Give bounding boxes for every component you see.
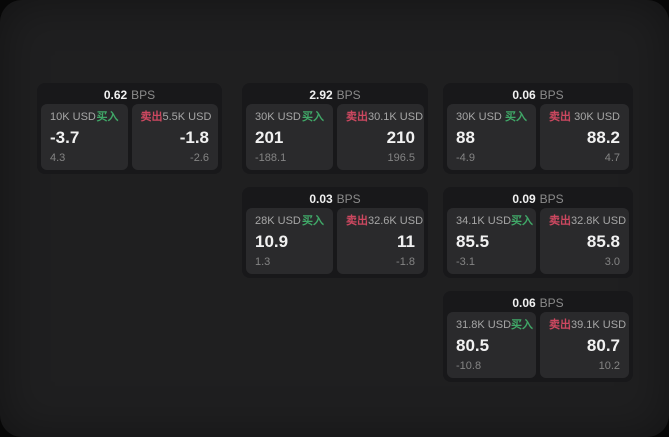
bps-value: 0.06 bbox=[512, 88, 536, 102]
buy-tile[interactable]: 28K USD 买入 10.9 1.3 bbox=[246, 208, 333, 274]
sell-tile[interactable]: 卖出 39.1K USD 80.7 10.2 bbox=[540, 312, 629, 378]
sell-label: 卖出 bbox=[549, 215, 571, 227]
bps-unit-label: BPS bbox=[539, 192, 564, 206]
buy-label: 买入 bbox=[302, 215, 324, 227]
bps-unit-label: BPS bbox=[336, 192, 361, 206]
bps-unit-label: BPS bbox=[131, 88, 156, 102]
buy-label: 买入 bbox=[511, 215, 534, 227]
sell-price: 210 bbox=[386, 128, 415, 147]
sell-amount: 32.6K USD bbox=[368, 215, 424, 227]
sell-price: 80.7 bbox=[586, 336, 620, 355]
sell-delta: 196.5 bbox=[387, 152, 415, 164]
buy-tile[interactable]: 31.8K USD 买入 80.5 -10.8 bbox=[447, 312, 536, 378]
buy-amount: 10K USD bbox=[50, 111, 96, 123]
quote-card-6: 0.06 BPS 31.8K USD 买入 80.5 -10.8 卖出 39.1… bbox=[443, 291, 633, 382]
card-header: 0.09 BPS bbox=[447, 191, 629, 208]
sell-delta: 4.7 bbox=[604, 152, 620, 164]
buy-label: 买入 bbox=[302, 111, 324, 123]
buy-price: 10.9 bbox=[255, 232, 289, 251]
buy-delta: 1.3 bbox=[255, 256, 271, 268]
buy-delta: 4.3 bbox=[50, 152, 66, 164]
buy-price: -3.7 bbox=[50, 128, 80, 147]
bps-unit-label: BPS bbox=[336, 88, 361, 102]
quote-card-2: 2.92 BPS 30K USD 买入 201 -188.1 卖出 30.1K … bbox=[242, 83, 428, 174]
quote-card-1: 0.62 BPS 10K USD 买入 -3.7 4.3 卖出 5.5K USD… bbox=[37, 83, 222, 174]
card-header: 0.03 BPS bbox=[246, 191, 424, 208]
sell-delta: -2.6 bbox=[190, 152, 209, 164]
sell-delta: 3.0 bbox=[604, 256, 620, 268]
card-header: 0.06 BPS bbox=[447, 295, 629, 312]
buy-amount: 30K USD bbox=[456, 111, 502, 123]
buy-price: 80.5 bbox=[456, 336, 490, 355]
buy-tile[interactable]: 30K USD 买入 88 -4.9 bbox=[447, 104, 536, 170]
sell-tile[interactable]: 卖出 32.6K USD 11 -1.8 bbox=[337, 208, 424, 274]
sell-price: 11 bbox=[397, 232, 415, 251]
sell-amount: 39.1K USD bbox=[571, 319, 627, 331]
sell-delta: 10.2 bbox=[598, 360, 620, 372]
buy-tile[interactable]: 34.1K USD 买入 85.5 -3.1 bbox=[447, 208, 536, 274]
buy-price: 85.5 bbox=[456, 232, 490, 251]
buy-amount: 28K USD bbox=[255, 215, 301, 227]
buy-delta: -188.1 bbox=[255, 152, 287, 164]
bps-value: 0.09 bbox=[512, 192, 536, 206]
sell-price: -1.8 bbox=[179, 128, 209, 147]
bps-value: 0.03 bbox=[309, 192, 333, 206]
sell-label: 卖出 bbox=[346, 215, 368, 227]
bps-value: 2.92 bbox=[309, 88, 333, 102]
sell-delta: -1.8 bbox=[396, 256, 415, 268]
buy-delta: -3.1 bbox=[456, 256, 475, 268]
sell-label: 卖出 bbox=[549, 319, 571, 331]
buy-label: 买入 bbox=[96, 111, 119, 123]
buy-tile[interactable]: 30K USD 买入 201 -188.1 bbox=[246, 104, 333, 170]
sell-label: 卖出 bbox=[140, 111, 163, 123]
sell-tile[interactable]: 卖出 30.1K USD 210 196.5 bbox=[337, 104, 424, 170]
quote-card-4: 0.06 BPS 30K USD 买入 88 -4.9 卖出 30K USD 8… bbox=[443, 83, 633, 174]
quote-card-3: 0.03 BPS 28K USD 买入 10.9 1.3 卖出 32.6K US… bbox=[242, 187, 428, 278]
sell-price: 88.2 bbox=[586, 128, 620, 147]
buy-delta: -10.8 bbox=[456, 360, 482, 372]
buy-label: 买入 bbox=[505, 111, 527, 123]
buy-label: 买入 bbox=[511, 319, 534, 331]
sell-amount: 30K USD bbox=[574, 111, 620, 123]
buy-price: 201 bbox=[255, 128, 284, 147]
bps-unit-label: BPS bbox=[539, 88, 564, 102]
buy-amount: 30K USD bbox=[255, 111, 301, 123]
bps-value: 0.06 bbox=[512, 296, 536, 310]
bps-value: 0.62 bbox=[103, 88, 128, 102]
card-header: 0.62 BPS bbox=[41, 87, 218, 104]
card-header: 0.06 BPS bbox=[447, 87, 629, 104]
sell-label: 卖出 bbox=[549, 111, 571, 123]
sell-amount: 5.5K USD bbox=[162, 111, 212, 123]
quote-card-5: 0.09 BPS 34.1K USD 买入 85.5 -3.1 卖出 32.8K… bbox=[443, 187, 633, 278]
sell-amount: 30.1K USD bbox=[368, 111, 424, 123]
buy-amount: 34.1K USD bbox=[456, 215, 512, 227]
sell-tile[interactable]: 卖出 32.8K USD 85.8 3.0 bbox=[540, 208, 629, 274]
card-header: 2.92 BPS bbox=[246, 87, 424, 104]
buy-tile[interactable]: 10K USD 买入 -3.7 4.3 bbox=[41, 104, 128, 170]
sell-tile[interactable]: 卖出 5.5K USD -1.8 -2.6 bbox=[131, 104, 218, 170]
sell-price: 85.8 bbox=[586, 232, 620, 251]
buy-amount: 31.8K USD bbox=[456, 319, 512, 331]
buy-delta: -4.9 bbox=[456, 152, 475, 164]
sell-tile[interactable]: 卖出 30K USD 88.2 4.7 bbox=[540, 104, 629, 170]
sell-label: 卖出 bbox=[346, 111, 368, 123]
sell-amount: 32.8K USD bbox=[571, 215, 627, 227]
buy-price: 88 bbox=[456, 128, 475, 147]
bps-unit-label: BPS bbox=[539, 296, 564, 310]
